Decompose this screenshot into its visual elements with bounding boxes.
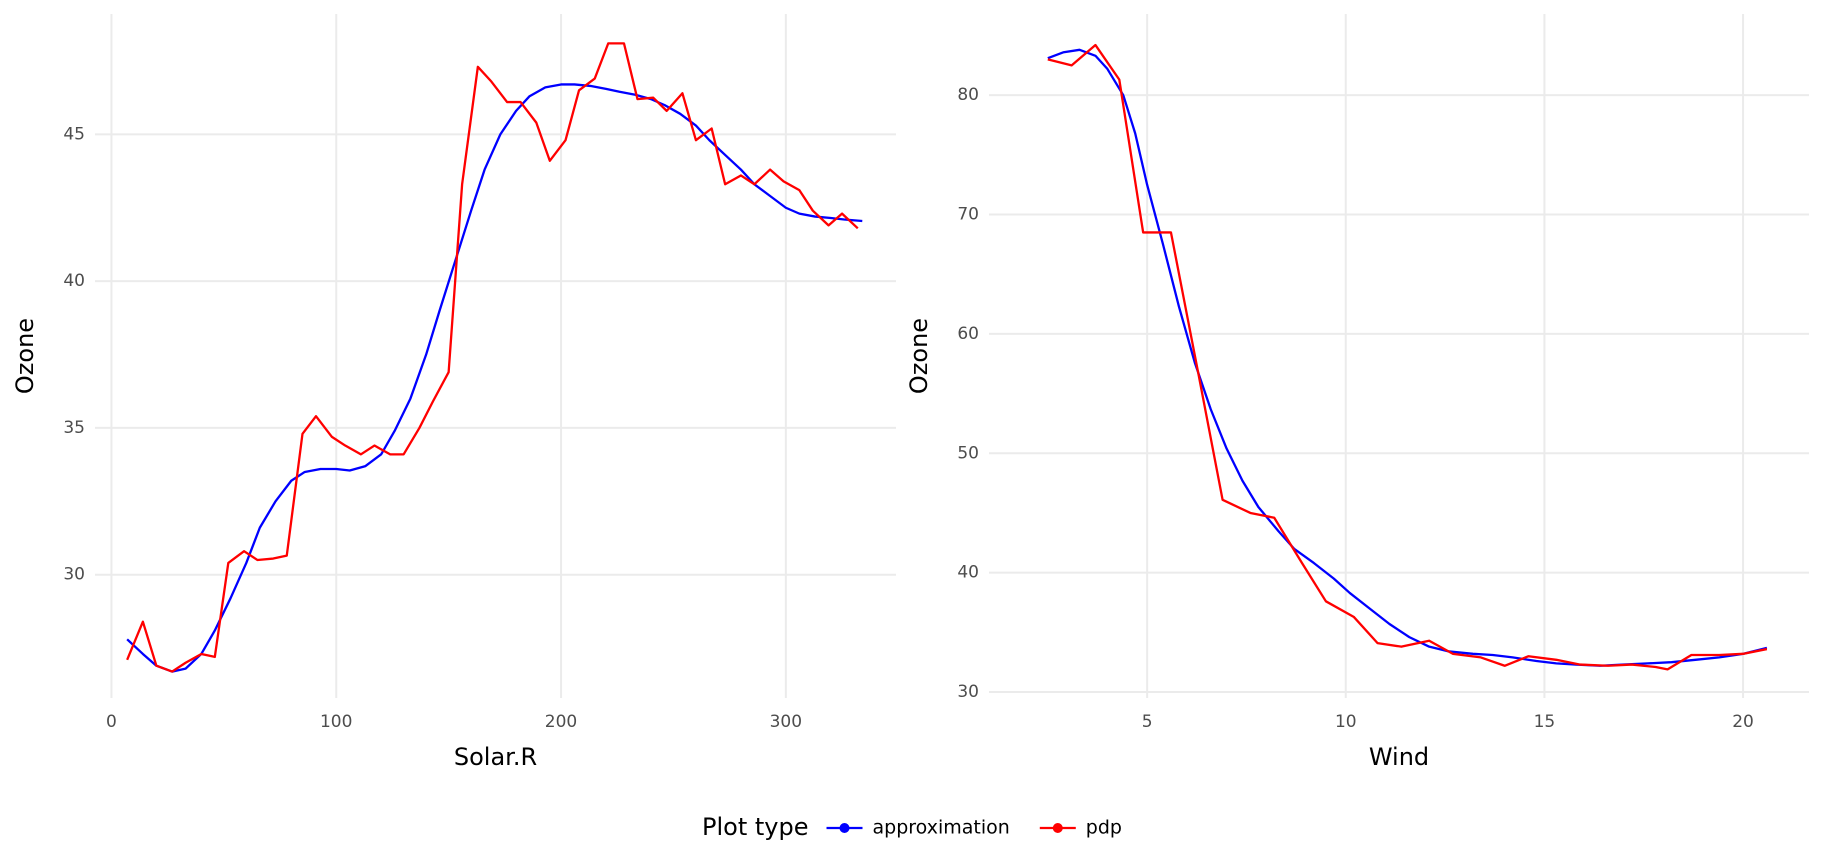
legend-key-point — [839, 823, 850, 833]
y-tick-label: 45 — [63, 124, 85, 144]
x-tick-label: 5 — [1142, 712, 1153, 732]
y-tick-label: 30 — [63, 565, 85, 585]
y-tick-label: 60 — [957, 324, 979, 344]
x-tick-label: 200 — [545, 712, 577, 732]
legend-label: approximation — [873, 817, 1010, 839]
x-tick-label: 0 — [106, 712, 117, 732]
y-tick-label: 30 — [957, 682, 979, 702]
panel: 30 35 40 45 0 100 200 300 Solar.R Ozone — [11, 14, 896, 771]
legend-key-point — [1052, 823, 1063, 833]
x-axis-title: Wind — [1369, 743, 1429, 771]
line-series — [126, 42, 859, 673]
y-axis-title: Ozone — [905, 318, 933, 394]
x-axis-title: Solar.R — [454, 743, 537, 771]
y-axis-title: Ozone — [11, 318, 39, 394]
y-tick-label: 40 — [63, 271, 85, 291]
line-series — [1047, 43, 1768, 671]
x-tick-label: 300 — [770, 712, 802, 732]
legend-label: pdp — [1086, 817, 1122, 839]
y-tick-label: 35 — [63, 418, 85, 438]
x-tick-label: 20 — [1732, 712, 1754, 732]
panel: 30 40 50 60 70 80 5 10 15 20 Wind Ozone — [905, 14, 1809, 771]
x-tick-label: 15 — [1534, 712, 1556, 732]
legend-title: Plot type — [702, 813, 808, 841]
x-tick-label: 100 — [320, 712, 352, 732]
y-tick-label: 50 — [957, 443, 979, 463]
y-tick-label: 80 — [957, 85, 979, 105]
y-tick-label: 40 — [957, 563, 979, 583]
x-tick-label: 10 — [1335, 712, 1357, 732]
y-tick-label: 70 — [957, 205, 979, 225]
line-series — [126, 83, 863, 673]
